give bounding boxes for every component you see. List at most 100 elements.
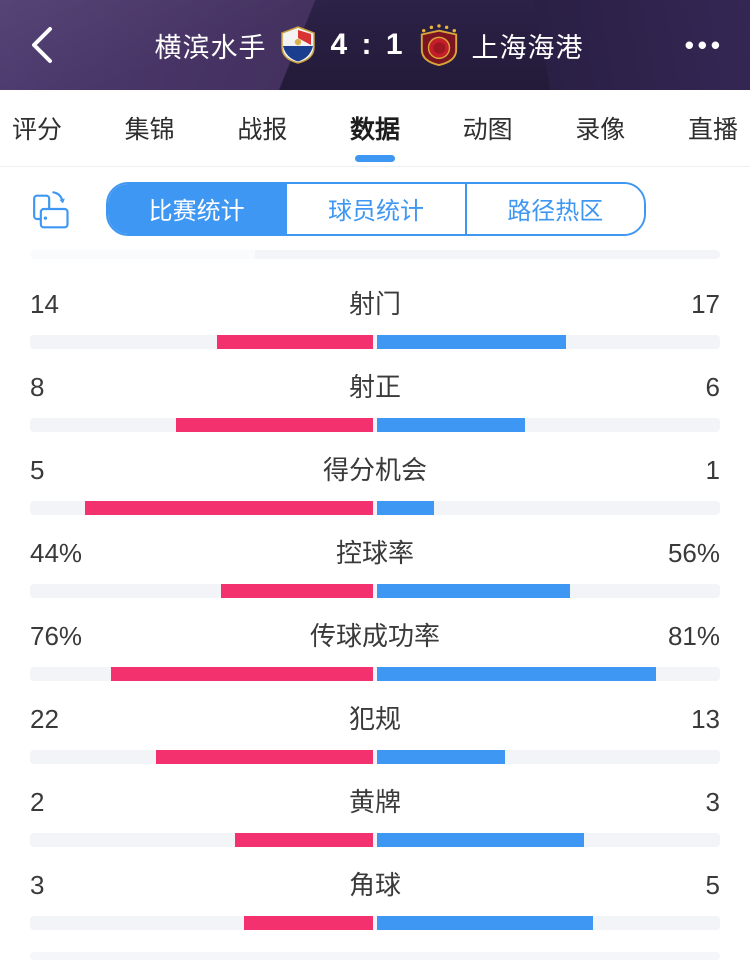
back-button[interactable] — [26, 23, 70, 67]
tab-label: 录像 — [575, 116, 626, 144]
stat-row-黄牌: 2 黄牌 3 — [30, 785, 720, 847]
stat-label: 控球率 — [335, 538, 415, 568]
stat-bar-track — [30, 667, 720, 681]
score-text: 4 : 1 — [330, 28, 406, 61]
match-header: 横滨水手 4 : 1 上海海港 ••• — [0, 0, 750, 90]
home-value: 5 — [30, 455, 45, 485]
away-crest-icon — [420, 24, 457, 67]
home-value: 3 — [30, 870, 45, 900]
away-value: 5 — [705, 870, 720, 900]
tab-战报[interactable]: 战报 — [235, 90, 289, 166]
stat-bar-track — [30, 916, 720, 930]
stat-head: 8 射正 6 — [30, 370, 720, 404]
tab-label: 集锦 — [124, 116, 175, 144]
away-bar — [377, 750, 506, 764]
stat-row-射门: 14 射门 17 — [30, 287, 720, 349]
away-bar — [377, 501, 435, 515]
home-bar — [243, 916, 373, 930]
stat-label: 得分机会 — [322, 455, 428, 485]
stat-bar-track — [30, 501, 720, 515]
tab-评分[interactable]: 评分 — [10, 90, 64, 166]
stat-bar-track — [30, 750, 720, 764]
stat-row-控球率: 44% 控球率 56% — [30, 536, 720, 598]
stat-row-得分机会: 5 得分机会 1 — [30, 453, 720, 515]
tab-label: 评分 — [12, 116, 63, 144]
tab-直播[interactable]: 直播 — [686, 90, 740, 166]
stat-label: 射门 — [348, 289, 402, 319]
away-bar — [377, 833, 584, 847]
stat-bar-track — [30, 418, 720, 432]
away-bar — [377, 667, 657, 681]
home-value: 22 — [30, 704, 59, 734]
tab-label: 动图 — [462, 116, 513, 144]
stats-list: 14 射门 17 8 射正 6 5 得分机会 1 44% 控球率 56% 76% 传球成功率 81% 22 犯规… — [0, 259, 750, 930]
stat-head: 22 犯规 13 — [30, 702, 720, 736]
tab-动图[interactable]: 动图 — [461, 90, 515, 166]
home-value: 44% — [30, 538, 83, 568]
stats-segmented-control: 比赛统计 球员统计 路径热区 — [106, 181, 646, 236]
stats-controls-row: 比赛统计 球员统计 路径热区 — [0, 167, 750, 250]
away-value: 6 — [705, 372, 720, 402]
stat-row-犯规: 22 犯规 13 — [30, 702, 720, 764]
away-bar — [377, 584, 571, 598]
more-options-icon[interactable]: ••• — [684, 29, 724, 60]
tab-label: 直播 — [687, 116, 738, 144]
away-bar — [377, 335, 567, 349]
away-team-name: 上海海港 — [471, 32, 584, 63]
stat-label: 犯规 — [348, 704, 402, 734]
stat-bar-track — [30, 335, 720, 349]
home-bar — [221, 584, 373, 598]
rotate-device-icon — [33, 190, 69, 228]
away-team-badge — [418, 23, 460, 67]
stat-head: 44% 控球率 56% — [30, 536, 720, 570]
stat-head: 76% 传球成功率 81% — [30, 619, 720, 653]
stat-bar-track — [30, 584, 720, 598]
away-bar — [377, 916, 593, 930]
stat-label: 射正 — [348, 372, 402, 402]
subtab-比赛统计[interactable]: 比赛统计 — [108, 183, 286, 234]
partial-bar-bottom — [30, 952, 720, 960]
subtab-路径热区[interactable]: 路径热区 — [464, 183, 644, 234]
away-value: 3 — [705, 787, 720, 817]
rotate-screen-button[interactable] — [30, 183, 70, 235]
home-bar — [217, 335, 373, 349]
stat-label: 黄牌 — [348, 787, 402, 817]
home-crest-icon — [281, 26, 316, 64]
tab-label: 数据 — [349, 116, 400, 144]
match-title: 横滨水手 4 : 1 上海海港 — [70, 23, 668, 67]
stat-label: 传球成功率 — [309, 621, 441, 651]
stat-head: 3 角球 5 — [30, 868, 720, 902]
stat-label: 角球 — [348, 870, 402, 900]
subtab-球员统计[interactable]: 球员统计 — [285, 183, 465, 234]
stat-row-传球成功率: 76% 传球成功率 81% — [30, 619, 720, 681]
home-bar — [156, 750, 373, 764]
tab-label: 战报 — [237, 116, 288, 144]
stat-head: 2 黄牌 3 — [30, 785, 720, 819]
back-chevron-icon — [32, 27, 52, 63]
away-value: 1 — [705, 455, 720, 485]
away-value: 17 — [691, 289, 720, 319]
away-value: 56% — [667, 538, 720, 568]
stat-head: 5 得分机会 1 — [30, 453, 720, 487]
home-bar — [235, 833, 373, 847]
home-team-name: 横滨水手 — [154, 32, 267, 63]
home-team-badge — [278, 25, 318, 65]
home-value: 2 — [30, 787, 45, 817]
stat-row-射正: 8 射正 6 — [30, 370, 720, 432]
away-value: 13 — [691, 704, 720, 734]
tab-bar: 评分 集锦 战报 数据 动图 录像 直播 — [0, 90, 750, 167]
away-bar — [377, 418, 525, 432]
stat-bar-track — [30, 833, 720, 847]
home-value: 76% — [30, 621, 83, 651]
tab-集锦[interactable]: 集锦 — [123, 90, 177, 166]
partial-bar-top — [30, 250, 720, 259]
home-value: 8 — [30, 372, 45, 402]
stat-head: 14 射门 17 — [30, 287, 720, 321]
home-bar — [110, 667, 373, 681]
active-tab-underline — [354, 155, 395, 162]
tab-数据[interactable]: 数据 — [348, 90, 402, 166]
stat-row-角球: 3 角球 5 — [30, 868, 720, 930]
home-bar — [175, 418, 373, 432]
tab-录像[interactable]: 录像 — [573, 90, 627, 166]
home-value: 14 — [30, 289, 59, 319]
